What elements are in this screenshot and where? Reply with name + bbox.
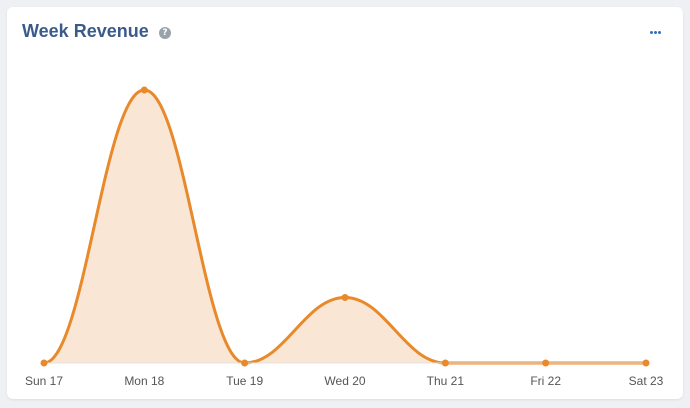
data-point-5[interactable]: [542, 359, 550, 367]
data-point-6[interactable]: [642, 359, 650, 367]
x-tick-label: Thu 21: [427, 374, 465, 388]
data-point-4[interactable]: [441, 359, 449, 367]
card-header: Week Revenue ?: [22, 21, 668, 45]
x-tick-label: Tue 19: [226, 374, 263, 388]
data-point-0[interactable]: [40, 359, 48, 367]
data-point-2[interactable]: [241, 359, 249, 367]
question-circle-icon[interactable]: ?: [159, 27, 171, 39]
x-tick-label: Mon 18: [124, 374, 164, 388]
data-point-1[interactable]: [140, 86, 148, 94]
card-title: Week Revenue: [22, 21, 149, 41]
revenue-area: [44, 90, 646, 363]
ellipsis-icon[interactable]: [648, 23, 664, 39]
x-tick-label: Sun 17: [25, 374, 63, 388]
x-tick-label: Sat 23: [629, 374, 664, 388]
x-tick-label: Fri 22: [530, 374, 561, 388]
x-tick-label: Wed 20: [324, 374, 365, 388]
data-point-3[interactable]: [341, 293, 349, 301]
